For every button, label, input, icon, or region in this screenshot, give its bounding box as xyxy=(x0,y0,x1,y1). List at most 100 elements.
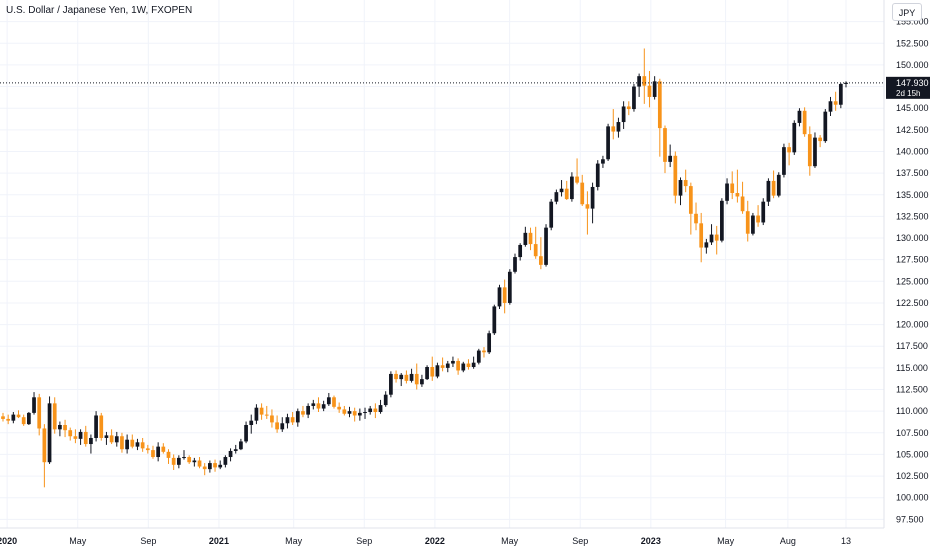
candle-body xyxy=(16,414,21,418)
candle xyxy=(249,414,254,434)
candle-body xyxy=(21,417,26,425)
candle xyxy=(1,412,5,422)
candle-body xyxy=(792,122,797,153)
grid xyxy=(0,0,884,528)
candle-body xyxy=(342,409,347,414)
candle xyxy=(264,405,269,419)
candle-body xyxy=(554,192,559,202)
candle-body xyxy=(787,147,791,153)
time-axis[interactable]: 2020 May Sep 2021 May Sep 2022 May Sep 2023 May Aug… xyxy=(0,536,851,546)
candle xyxy=(507,269,512,305)
candle-body xyxy=(218,464,223,468)
candle-body xyxy=(135,442,140,447)
time-tick-label: May xyxy=(501,536,519,546)
candle-body xyxy=(104,435,109,438)
candle-body xyxy=(766,180,771,202)
candle xyxy=(399,373,404,387)
price-tick-label: 150.000 xyxy=(896,60,929,70)
currency-button[interactable]: JPY xyxy=(892,3,922,21)
candle xyxy=(451,356,455,368)
candle xyxy=(316,397,321,413)
candle-body xyxy=(52,403,57,430)
candle-body xyxy=(430,367,435,377)
candle-body xyxy=(399,374,404,380)
candle-body xyxy=(709,234,714,243)
candle xyxy=(192,457,197,467)
candle xyxy=(637,73,641,97)
candle xyxy=(58,421,62,437)
candle-body xyxy=(254,407,259,421)
candle xyxy=(228,448,233,462)
candle-body xyxy=(482,350,486,353)
candle xyxy=(482,347,486,358)
price-tick-label: 110.000 xyxy=(896,406,928,416)
candle-body xyxy=(663,128,667,162)
time-tick-label: May xyxy=(717,536,735,546)
candle xyxy=(208,460,212,473)
candle xyxy=(823,109,828,143)
candle-body xyxy=(11,414,16,421)
candle-body xyxy=(68,430,73,437)
candle-body xyxy=(657,81,662,129)
candle xyxy=(818,135,823,148)
candle-body xyxy=(518,244,523,258)
candle-body xyxy=(539,256,543,265)
candle xyxy=(47,396,52,464)
candle xyxy=(704,238,709,254)
candle-body xyxy=(704,242,709,248)
candle xyxy=(347,406,352,418)
candle-body xyxy=(802,110,807,135)
candle xyxy=(389,371,393,398)
candle xyxy=(166,449,171,464)
candle xyxy=(430,356,435,381)
candle xyxy=(528,227,533,251)
candle-body xyxy=(337,406,342,410)
candle-body xyxy=(420,379,424,385)
candle xyxy=(182,450,186,460)
candle-body xyxy=(683,180,688,187)
candle xyxy=(213,459,217,472)
candle-body xyxy=(720,200,724,241)
candle-body xyxy=(290,417,295,423)
candle-body xyxy=(26,412,31,425)
candle xyxy=(523,226,528,247)
candle-body xyxy=(249,420,254,425)
candle-body xyxy=(145,448,150,451)
candles xyxy=(1,48,848,488)
candle-body xyxy=(223,457,228,465)
candle xyxy=(492,304,497,335)
candle xyxy=(26,412,31,425)
candle-body xyxy=(575,176,579,183)
candle-body xyxy=(838,83,843,105)
candle xyxy=(176,455,181,469)
candle xyxy=(368,405,373,415)
candle xyxy=(466,359,471,370)
price-tick-label: 102.500 xyxy=(896,471,929,481)
candle-body xyxy=(414,373,419,385)
candle-body xyxy=(171,457,176,465)
price-tick-label: 142.500 xyxy=(896,125,929,135)
candle xyxy=(156,442,161,462)
candle xyxy=(357,408,362,421)
candle-body xyxy=(63,424,67,431)
candle xyxy=(145,444,150,454)
candle-body xyxy=(714,234,719,241)
candle-body xyxy=(1,416,5,419)
candle-body xyxy=(192,460,197,463)
candle-body xyxy=(730,183,735,194)
candle-body xyxy=(818,137,823,142)
candle xyxy=(306,403,310,419)
candle-body xyxy=(176,457,181,465)
candle xyxy=(37,393,42,436)
candle xyxy=(94,411,98,442)
candle xyxy=(280,417,285,432)
candle-body xyxy=(233,449,238,451)
candle xyxy=(657,78,662,157)
candle xyxy=(725,178,729,205)
candle-body xyxy=(363,412,367,414)
candle xyxy=(642,48,647,104)
candle-body xyxy=(109,435,114,443)
candle-body xyxy=(280,423,285,430)
